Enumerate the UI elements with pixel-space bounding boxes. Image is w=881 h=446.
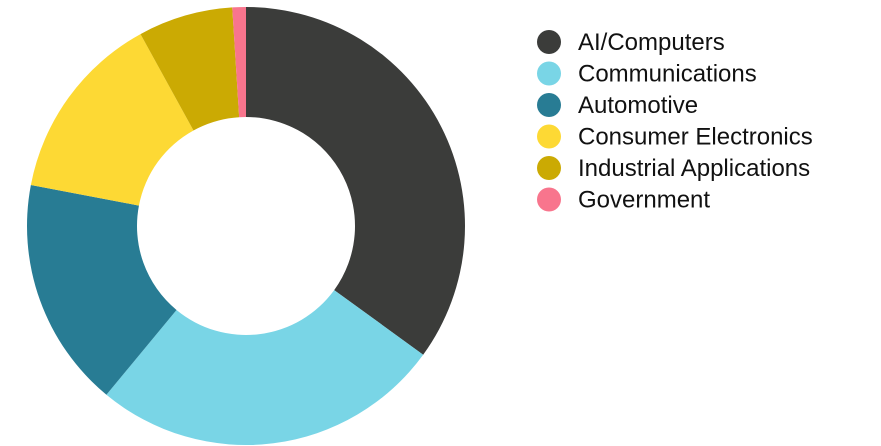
- legend-item-ai-computers: AI/Computers: [537, 29, 725, 56]
- legend-label: Industrial Applications: [578, 155, 810, 182]
- legend-marker: [537, 124, 561, 149]
- legend-item-automotive: Automotive: [537, 92, 698, 119]
- slice-consumer-electronics: [30, 34, 194, 206]
- legend: AI/Computers Communications Automotive Cons…: [537, 29, 813, 214]
- legend-item-consumer-electronics: Consumer Electronics: [537, 124, 813, 151]
- slice-automotive: [26, 184, 177, 395]
- slice-communications: [106, 290, 424, 445]
- legend-marker: [537, 187, 561, 212]
- legend-marker: [537, 30, 561, 54]
- legend-label: Consumer Electronics: [578, 124, 813, 151]
- legend-marker: [537, 156, 561, 180]
- donut-slices: [26, 7, 465, 445]
- legend-marker: [537, 93, 561, 117]
- slice-ai-computers: [246, 7, 465, 355]
- legend-item-communications: Communications: [537, 61, 757, 88]
- legend-item-government: Government: [537, 187, 710, 214]
- legend-label: Automotive: [578, 92, 698, 119]
- legend-item-industrial-applications: Industrial Applications: [537, 155, 810, 182]
- legend-marker: [537, 61, 561, 86]
- legend-label: Government: [578, 187, 710, 214]
- slice-industrial-applications: [140, 7, 240, 131]
- legend-label: Communications: [578, 61, 757, 88]
- legend-label: AI/Computers: [578, 29, 725, 56]
- slice-government: [232, 7, 246, 118]
